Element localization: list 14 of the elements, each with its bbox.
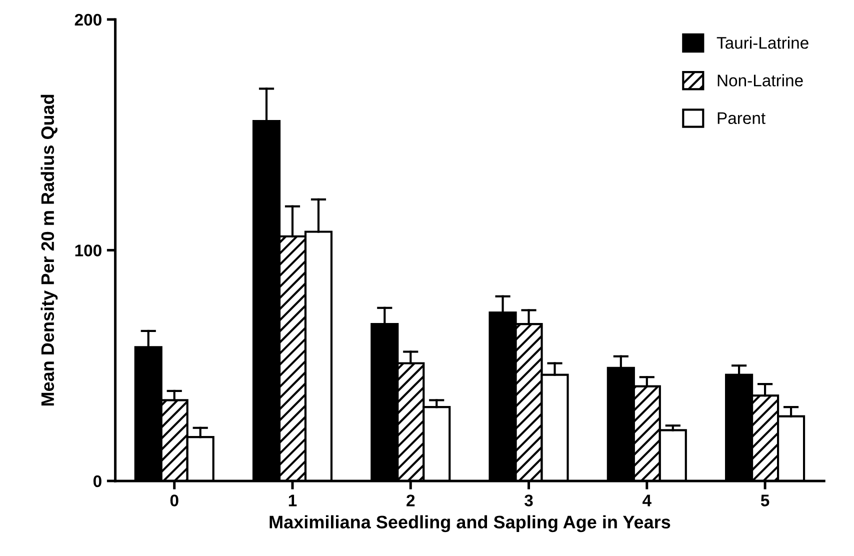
x-tick-label: 2	[406, 494, 415, 506]
x-tick-label: 1	[288, 494, 297, 506]
y-axis-title: Mean Density Per 20 m Radius Quad	[40, 94, 58, 406]
y-tick-label: 100	[75, 244, 102, 256]
y-tick-label: 200	[74, 14, 102, 26]
legend-label: Parent	[718, 112, 766, 124]
x-axis-title: Maximiliana Seedling and Sapling Age in Years	[270, 515, 670, 532]
legend-label: Tauri-Latrine	[716, 36, 808, 49]
x-tick-label: 4	[642, 494, 652, 506]
x-tick-label: 0	[170, 494, 178, 506]
y-tick-label: 0	[93, 475, 102, 488]
legend-label: Non-Latrine	[718, 74, 803, 86]
x-tick-label: 3	[524, 494, 533, 506]
x-tick-label: 5	[760, 494, 770, 506]
